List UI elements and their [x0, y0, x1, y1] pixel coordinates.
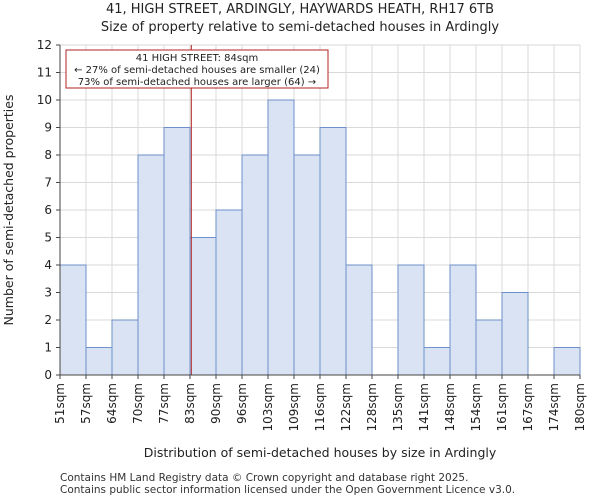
bar-141sqm: [423, 347, 451, 376]
x-tick-label-64sqm: 64sqm: [105, 383, 119, 424]
chart-title-address: 41, HIGH STREET, ARDINGLY, HAYWARDS HEAT…: [105, 2, 495, 17]
bar-109sqm: [293, 154, 321, 376]
y-tick-label-4: 4: [44, 258, 52, 272]
y-tick-label-12: 12: [37, 38, 52, 52]
x-tick-label-70sqm: 70sqm: [131, 383, 145, 424]
x-axis-title: Distribution of semi-detached houses by …: [144, 445, 497, 460]
y-axis-title: Number of semi-detached properties: [1, 95, 16, 326]
x-tick-label-128sqm: 128sqm: [365, 383, 379, 431]
x-tick-label-109sqm: 109sqm: [287, 383, 301, 431]
x-tick-label-116sqm: 116sqm: [313, 383, 327, 431]
bar-83sqm: [189, 237, 217, 376]
x-tick-label-77sqm: 77sqm: [157, 383, 171, 424]
bar-103sqm: [267, 99, 295, 376]
bar-154sqm: [475, 319, 503, 376]
y-tick-label-6: 6: [44, 203, 52, 217]
x-tick-label-90sqm: 90sqm: [209, 383, 223, 424]
bar-90sqm: [215, 209, 243, 376]
bar-64sqm: [111, 319, 139, 376]
x-tick-label-141sqm: 141sqm: [417, 383, 431, 431]
y-tick-label-11: 11: [37, 66, 52, 80]
bar-51sqm: [59, 264, 87, 376]
bar-174sqm: [553, 347, 581, 376]
y-tick-label-3: 3: [44, 286, 52, 300]
annotation: 41 HIGH STREET: 84sqm← 27% of semi-detac…: [65, 49, 329, 89]
y-tick-label-7: 7: [44, 176, 52, 190]
bar-161sqm: [501, 292, 529, 376]
footer-copyright: Contains HM Land Registry data © Crown c…: [60, 472, 469, 484]
annotation-line-1: 41 HIGH STREET: 84sqm: [136, 53, 258, 64]
bar-135sqm: [397, 264, 425, 376]
footer-licence: Contains public sector information licen…: [60, 484, 516, 496]
bar-122sqm: [345, 264, 373, 376]
x-tick-label-83sqm: 83sqm: [183, 383, 197, 424]
bar-77sqm: [163, 127, 191, 376]
y-tick-label-10: 10: [37, 93, 52, 107]
y-tick-label-1: 1: [44, 341, 52, 355]
axes: [56, 44, 581, 379]
x-tick-label-174sqm: 174sqm: [547, 383, 561, 431]
x-tick-label-51sqm: 51sqm: [53, 383, 67, 424]
x-tick-label-161sqm: 161sqm: [495, 383, 509, 431]
annotation-line-2: ← 27% of semi-detached houses are smalle…: [74, 65, 320, 76]
x-tick-label-135sqm: 135sqm: [391, 383, 405, 431]
bar-70sqm: [137, 154, 165, 376]
x-tick-label-122sqm: 122sqm: [339, 383, 353, 431]
x-tick-label-167sqm: 167sqm: [521, 383, 535, 431]
x-tick-label-96sqm: 96sqm: [235, 383, 249, 424]
y-tick-label-9: 9: [44, 121, 52, 135]
y-tick-label-2: 2: [44, 313, 52, 327]
bar-57sqm: [85, 347, 113, 376]
bar-148sqm: [449, 264, 477, 376]
chart-title: Size of property relative to semi-detach…: [100, 20, 500, 35]
bar-96sqm: [241, 154, 269, 376]
x-tick-label-103sqm: 103sqm: [261, 383, 275, 431]
y-tick-label-5: 5: [44, 231, 52, 245]
x-tick-label-180sqm: 180sqm: [573, 383, 587, 431]
annotation-box: [65, 49, 329, 89]
x-tick-label-154sqm: 154sqm: [469, 383, 483, 431]
x-tick-label-57sqm: 57sqm: [79, 383, 93, 424]
bar-116sqm: [319, 127, 347, 376]
y-tick-label-8: 8: [44, 148, 52, 162]
y-tick-label-0: 0: [44, 368, 52, 382]
bars: [59, 99, 581, 376]
annotation-line-3: 73% of semi-detached houses are larger (…: [78, 77, 316, 88]
x-tick-label-148sqm: 148sqm: [443, 383, 457, 431]
